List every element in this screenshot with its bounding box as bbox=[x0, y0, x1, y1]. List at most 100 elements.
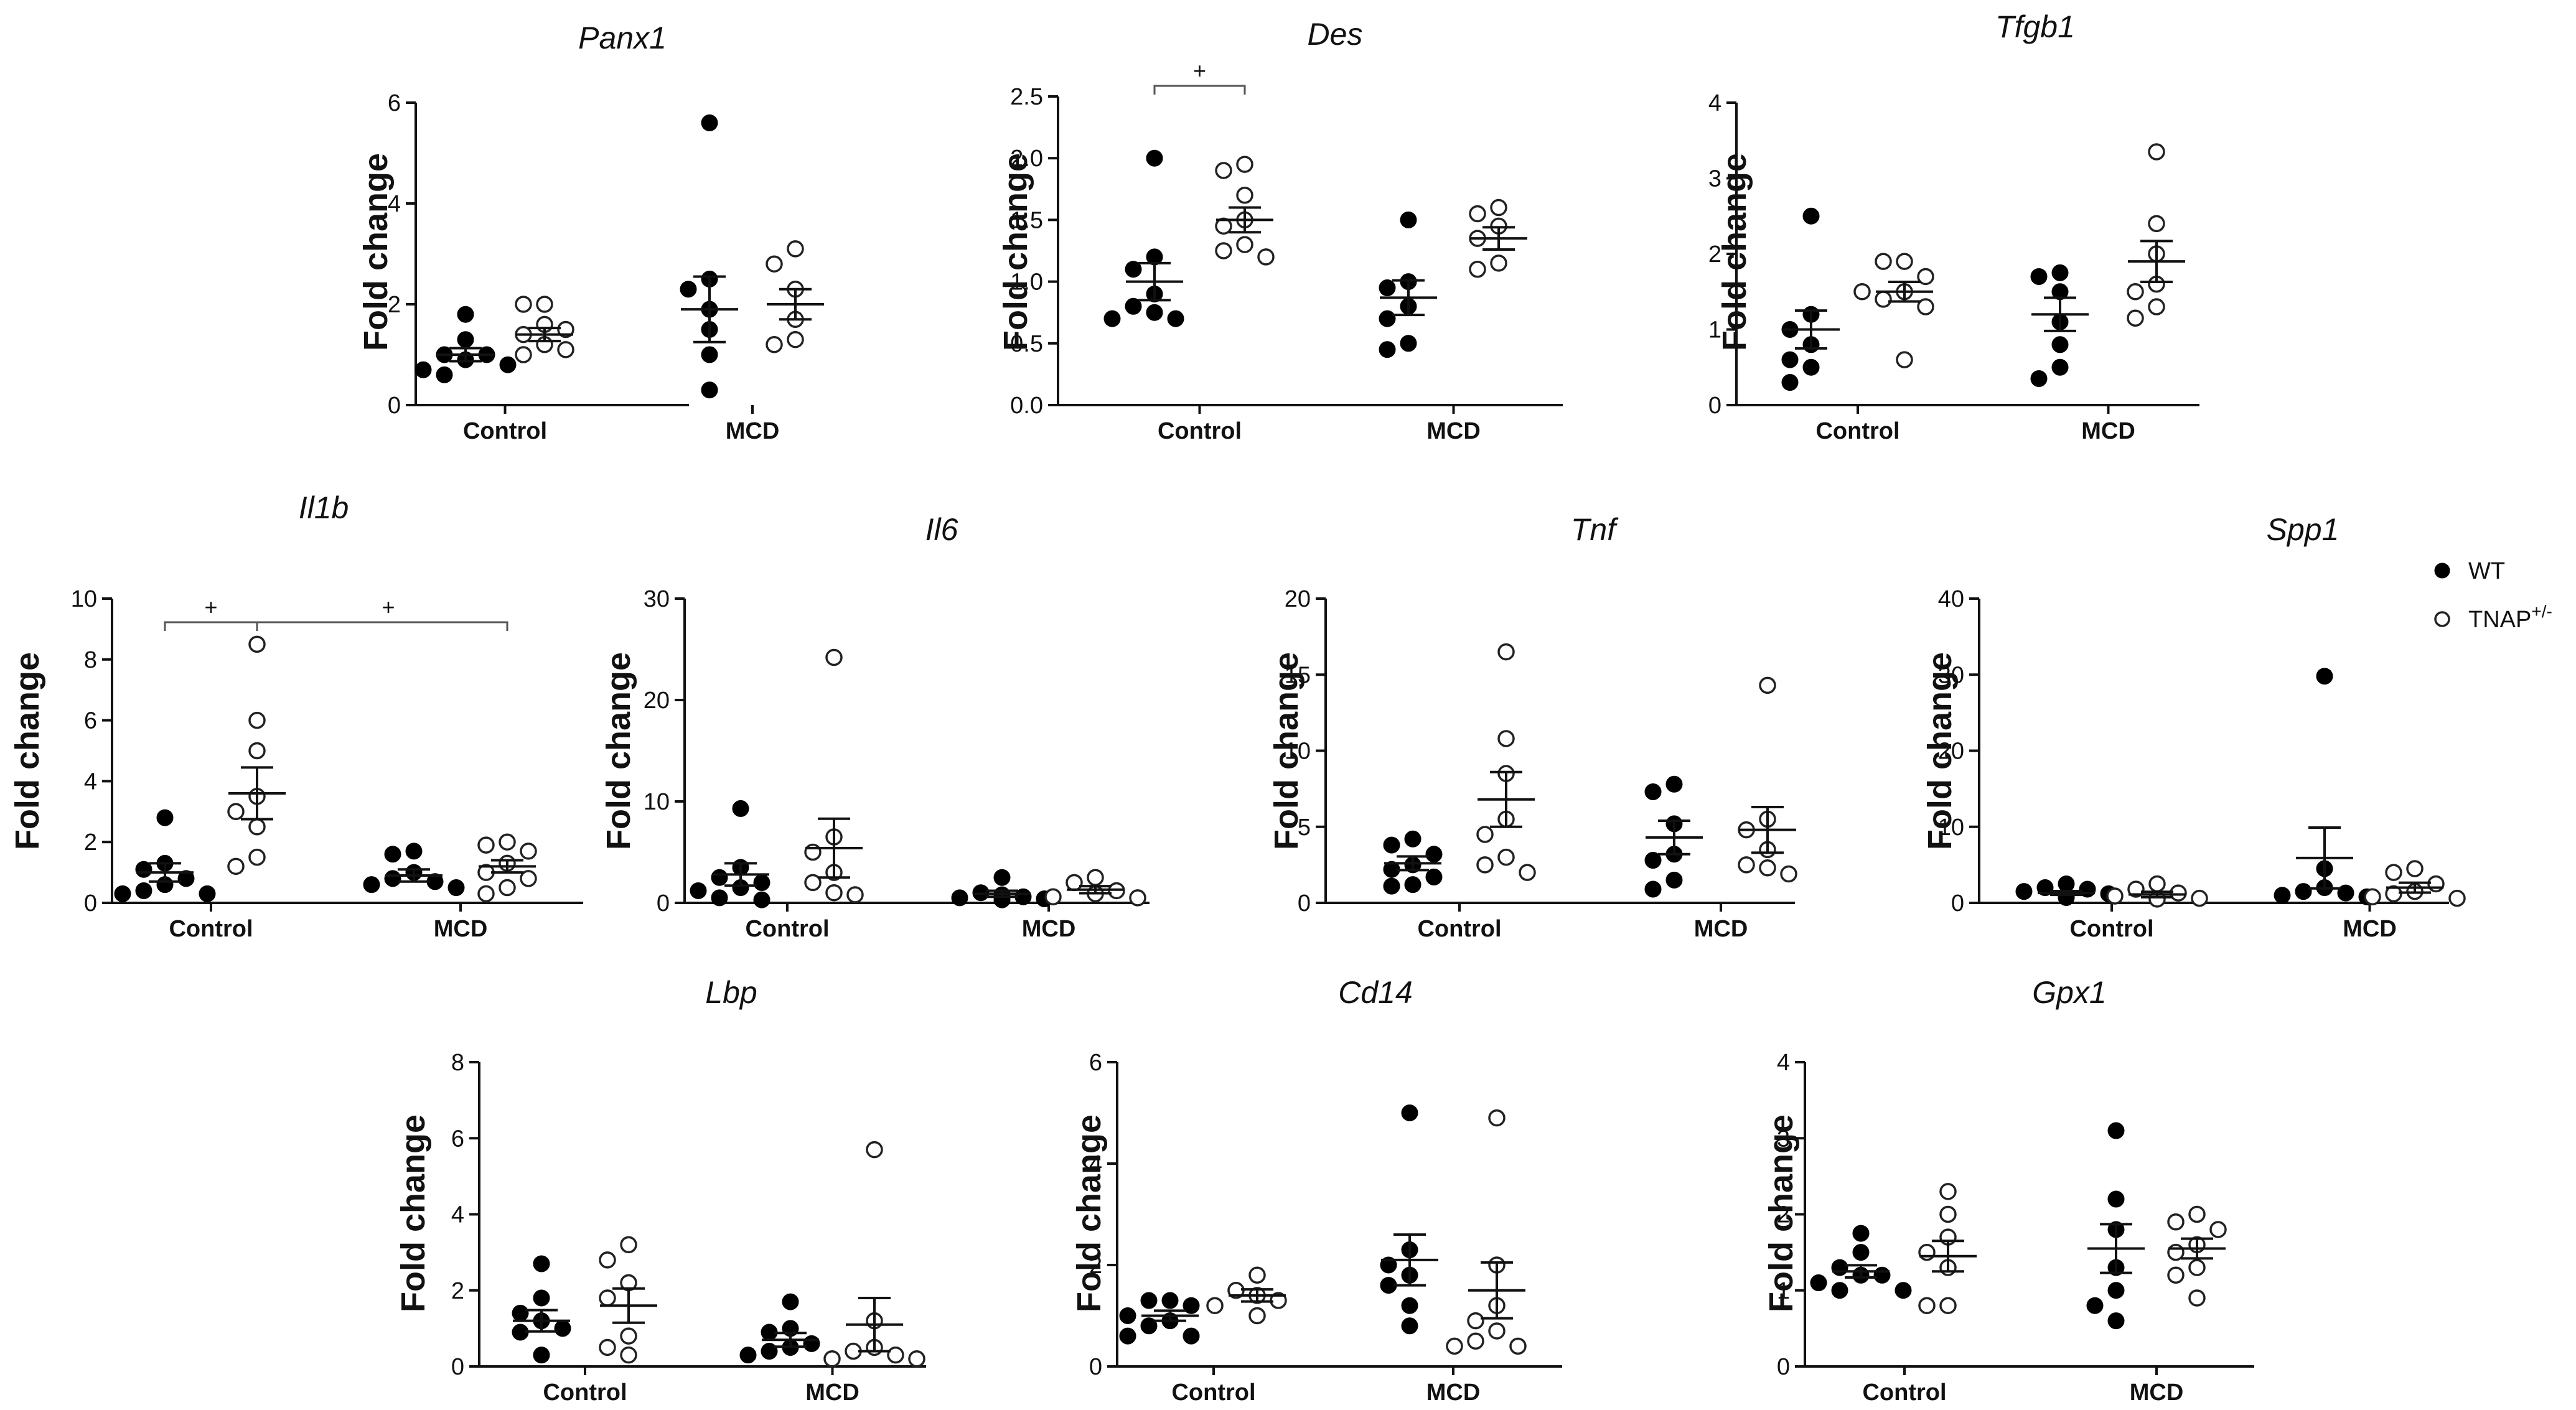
data-point bbox=[499, 356, 517, 373]
y-tick-label: 2.0 bbox=[1010, 146, 1043, 172]
data-point bbox=[1236, 236, 1253, 253]
data-point bbox=[2015, 883, 2033, 900]
y-tick-label: 8 bbox=[84, 647, 97, 673]
y-tick-label: 6 bbox=[388, 90, 401, 116]
significance-label: + bbox=[204, 594, 217, 620]
data-point bbox=[753, 891, 770, 908]
panel-gpx1: Gpx1 Fold change 0 1 2 3 4 Control MCD bbox=[1763, 975, 2254, 1406]
series-tnap-mcd bbox=[1446, 1109, 1527, 1355]
y-tick-label: 40 bbox=[1938, 586, 1964, 612]
data-point bbox=[1119, 1327, 1136, 1345]
data-point bbox=[2030, 370, 2048, 387]
data-point bbox=[1939, 1205, 1957, 1223]
significance-label: + bbox=[1193, 58, 1206, 83]
legend-tnap-label: TNAP+/- bbox=[2468, 602, 2552, 633]
x-category-label: Control bbox=[1862, 1380, 1946, 1406]
y-tick-label: 10 bbox=[1285, 739, 1311, 765]
data-point bbox=[557, 320, 574, 338]
data-point bbox=[599, 1289, 616, 1307]
data-point bbox=[1939, 1183, 1957, 1200]
y-axis-label: Fold change bbox=[1070, 1114, 1108, 1312]
chart-title: Panx1 bbox=[578, 21, 667, 55]
data-point bbox=[1802, 358, 1820, 376]
data-point bbox=[2148, 298, 2165, 315]
data-point bbox=[1257, 248, 1275, 266]
data-point bbox=[2107, 1282, 2125, 1299]
legend-wt-label: WT bbox=[2468, 558, 2505, 584]
data-point bbox=[512, 1304, 529, 1322]
chart-title: Lbp bbox=[705, 975, 757, 1010]
y-tick-label: 6 bbox=[1089, 1050, 1102, 1076]
data-point bbox=[787, 240, 804, 258]
significance-label: + bbox=[382, 594, 395, 620]
data-point bbox=[1167, 310, 1184, 327]
data-point bbox=[1146, 304, 1163, 321]
y-tick-label: 0 bbox=[84, 890, 97, 917]
series-tnap-control bbox=[1476, 643, 1536, 881]
data-point bbox=[1497, 730, 1515, 747]
data-point bbox=[1401, 1104, 1418, 1121]
data-point bbox=[866, 1141, 883, 1159]
data-point bbox=[457, 331, 474, 348]
data-point bbox=[1759, 676, 1776, 694]
y-tick-label: 0 bbox=[1777, 1354, 1790, 1380]
data-point bbox=[1852, 1244, 1870, 1261]
data-point bbox=[1140, 1292, 1158, 1309]
data-point bbox=[2106, 887, 2124, 905]
data-point bbox=[1476, 826, 1494, 843]
data-point bbox=[1183, 1297, 1200, 1314]
data-point bbox=[2030, 268, 2048, 285]
series-wt-control bbox=[1383, 830, 1443, 895]
series-wt-control bbox=[114, 809, 216, 902]
data-point bbox=[620, 1236, 637, 1254]
y-tick-label: 0 bbox=[388, 393, 401, 419]
data-point bbox=[993, 869, 1011, 886]
data-point bbox=[1895, 1282, 1912, 1299]
data-point bbox=[1401, 1317, 1418, 1335]
chart-title: Des bbox=[1308, 17, 1363, 52]
x-category-label: MCD bbox=[726, 418, 780, 444]
series-wt-control bbox=[2015, 875, 2117, 906]
data-point bbox=[1425, 846, 1443, 863]
data-point bbox=[1248, 1307, 1266, 1325]
data-point bbox=[1831, 1282, 1848, 1299]
data-point bbox=[2127, 880, 2145, 898]
y-axis-label: Fold change bbox=[357, 153, 395, 351]
data-point bbox=[2127, 309, 2144, 327]
data-point bbox=[701, 114, 718, 131]
y-axis-label: Fold change bbox=[1921, 652, 1959, 850]
data-point bbox=[405, 843, 423, 860]
data-point bbox=[739, 1347, 757, 1364]
legend-tnap-superscript: +/- bbox=[2531, 602, 2552, 621]
data-point bbox=[1119, 1307, 1136, 1324]
y-tick-label: 3 bbox=[1777, 1126, 1790, 1152]
series-wt-control bbox=[1781, 207, 1840, 391]
data-point bbox=[554, 1320, 571, 1337]
series-wt-mcd bbox=[2086, 1122, 2145, 1330]
data-point bbox=[1852, 1225, 1870, 1242]
series-tnap-control bbox=[1206, 1266, 1287, 1325]
data-point bbox=[515, 296, 532, 313]
data-point bbox=[1379, 279, 1396, 297]
chart-title: Cd14 bbox=[1338, 975, 1413, 1010]
x-category-label: MCD bbox=[1022, 916, 1076, 942]
data-point bbox=[1380, 1256, 1397, 1274]
series-tnap-control bbox=[2106, 875, 2208, 908]
data-point bbox=[2148, 215, 2165, 233]
data-point bbox=[2385, 864, 2402, 881]
data-point bbox=[1383, 836, 1400, 854]
significance-bracket bbox=[164, 621, 508, 631]
data-point bbox=[1404, 876, 1421, 894]
data-point bbox=[1875, 253, 1892, 270]
data-point bbox=[1236, 156, 1253, 173]
series-wt-mcd bbox=[363, 843, 465, 897]
data-point bbox=[701, 346, 718, 363]
series-tnap-control bbox=[1918, 1183, 1977, 1314]
y-tick-label: 20 bbox=[644, 688, 670, 714]
data-point bbox=[2188, 1205, 2206, 1223]
x-category-label: Control bbox=[169, 916, 253, 942]
data-point bbox=[2406, 860, 2424, 877]
x-category-label: MCD bbox=[2130, 1380, 2184, 1406]
x-category-label: Control bbox=[2069, 916, 2153, 942]
